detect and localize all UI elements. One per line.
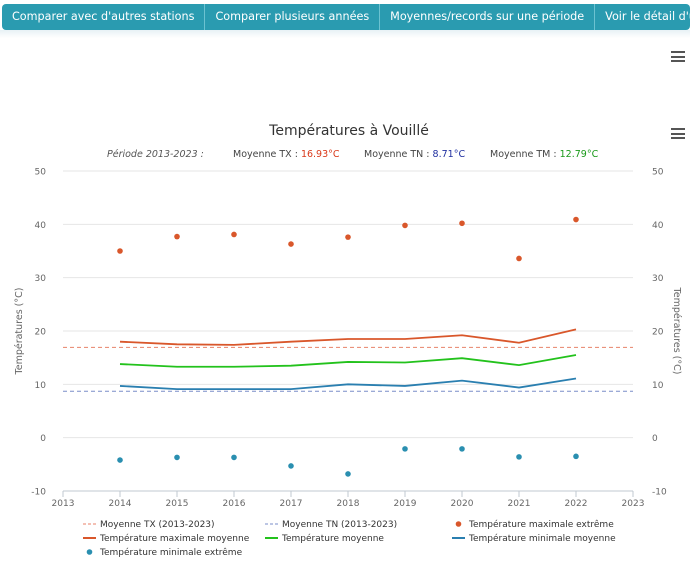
x-tick-label: 2021 [508,499,531,509]
y-tick-label-left: -10 [31,488,46,498]
point-temperature-minimale-extreme [402,446,408,452]
tab-year-detail[interactable]: Voir le détail d'une année [605,10,690,23]
point-temperature-maximale-extreme [117,248,123,254]
x-tick-label: 2019 [394,499,417,509]
legend-item-label: Température moyenne [281,533,384,544]
point-temperature-maximale-extreme [174,233,180,240]
x-tick-label: 2020 [451,499,474,509]
point-temperature-minimale-extreme [288,463,294,469]
y-tick-label-right: 0 [652,434,658,444]
y-tick-label-left: 10 [35,381,47,391]
y-axis-title-right: Températures (°C) [671,287,682,375]
x-tick-label: 2014 [109,499,132,509]
tab-compare-stations[interactable]: Comparer avec d'autres stations [2,4,206,30]
legend-item-label: Température minimale moyenne [468,533,616,544]
point-temperature-maximale-extreme [231,231,237,238]
legend-symbol-dot [455,521,462,527]
legend-item-label: Moyenne TN (2013-2023) [282,520,397,530]
y-tick-label-left: 20 [35,328,47,338]
point-temperature-maximale-extreme [459,220,465,227]
point-temperature-maximale-extreme [345,234,351,240]
point-temperature-maximale-extreme [402,222,408,229]
tab-compare-years[interactable]: Comparer plusieurs années [205,4,381,30]
legend-symbol-dot [86,549,93,555]
series-line-temperature-maximale-moyenne [119,328,577,346]
series-line-temperature-minimale-moyenne [119,377,577,391]
x-tick-label: 2015 [166,499,189,509]
tab-bar: Comparer avec d'autres stations Comparer… [2,4,690,30]
y-tick-label-right: 50 [652,168,664,178]
legend-item-label: Température maximale moyenne [99,533,250,544]
legend-item-label: Température minimale extrême [99,547,243,558]
point-temperature-maximale-extreme [288,241,294,247]
legend-item-label: Température maximale extrême [468,519,614,530]
chart-title: Températures à Vouillé [268,123,429,139]
x-tick-label: 2023 [622,499,645,509]
point-temperature-maximale-extreme [516,255,522,262]
y-tick-label-right: 40 [652,221,664,231]
x-tick-label: 2016 [223,499,246,509]
x-tick-label: 2018 [337,499,360,509]
point-temperature-minimale-extreme [117,457,123,463]
point-temperature-minimale-extreme [516,454,522,460]
y-tick-label-left: 0 [40,434,46,444]
y-tick-label-left: 30 [35,274,47,284]
x-tick-label: 2022 [565,499,588,509]
y-axis-title-left: Températures (°C) [14,288,25,376]
y-tick-label-left: 50 [35,168,47,178]
point-temperature-minimale-extreme [345,471,351,477]
point-temperature-minimale-extreme [174,454,180,461]
point-temperature-minimale-extreme [573,453,579,460]
series-line-temperature-moyenne [119,354,577,368]
x-tick-label: 2013 [52,499,75,509]
tab-averages-records[interactable]: Moyennes/records sur une période [380,4,596,30]
legend-item-label: Moyenne TX (2013-2023) [100,520,215,530]
chart-menu-icon[interactable] [671,128,685,140]
point-temperature-maximale-extreme [573,216,579,223]
y-tick-label-right: 10 [652,381,664,391]
y-tick-label-right: -10 [652,488,667,498]
chart-subtitle: Période 2013-2023 : Moyenne TX : 16.93°C M… [107,149,599,160]
y-tick-label-right: 20 [652,328,664,338]
y-tick-label-left: 40 [35,221,47,231]
point-temperature-minimale-extreme [459,446,465,452]
y-tick-label-right: 30 [652,274,664,284]
tab-bar-shadow [0,30,690,38]
menu-icon[interactable] [671,51,685,63]
point-temperature-minimale-extreme [231,454,237,461]
x-tick-label: 2017 [280,499,303,509]
